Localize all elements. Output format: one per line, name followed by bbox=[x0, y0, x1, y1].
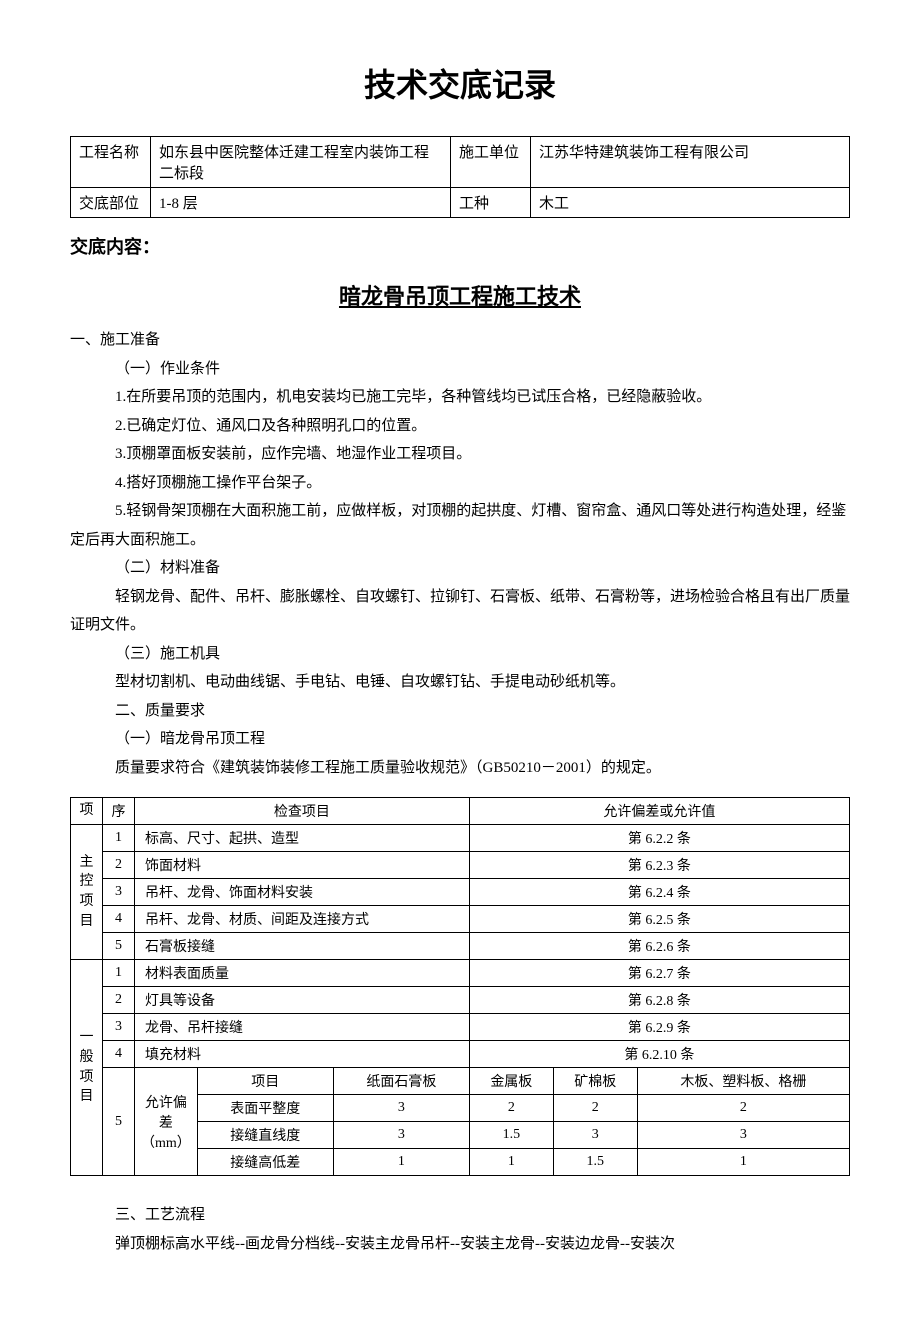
check-cell: 石膏板接缝 bbox=[135, 933, 470, 960]
check-cell: 龙骨、吊杆接缝 bbox=[135, 1014, 470, 1041]
value-work-type: 木工 bbox=[531, 188, 850, 218]
sub-header-c2: 金属板 bbox=[469, 1068, 553, 1095]
table-row: 一般项目 1 材料表面质量 第 6.2.7 条 bbox=[71, 960, 850, 987]
value-cell: 1 bbox=[333, 1149, 469, 1176]
value-project-name: 如东县中医院整体迁建工程室内装饰工程二标段 bbox=[151, 137, 451, 188]
value-cell: 3 bbox=[333, 1122, 469, 1149]
check-cell: 标高、尺寸、起拱、造型 bbox=[135, 825, 470, 852]
allow-cell: 第 6.2.10 条 bbox=[469, 1041, 849, 1068]
allow-cell: 第 6.2.7 条 bbox=[469, 960, 849, 987]
value-cell: 1 bbox=[637, 1149, 849, 1176]
allow-cell: 第 6.2.3 条 bbox=[469, 852, 849, 879]
allow-cell: 第 6.2.9 条 bbox=[469, 1014, 849, 1041]
group-main-control: 主控项目 bbox=[71, 825, 103, 960]
item-cell: 接缝高低差 bbox=[197, 1149, 333, 1176]
value-cell: 1 bbox=[469, 1149, 553, 1176]
table-row: 3 龙骨、吊杆接缝 第 6.2.9 条 bbox=[71, 1014, 850, 1041]
sub-header-c1: 纸面石膏板 bbox=[333, 1068, 469, 1095]
check-cell: 吊杆、龙骨、材质、间距及连接方式 bbox=[135, 906, 470, 933]
seq-cell: 5 bbox=[103, 1068, 135, 1176]
value-cell: 2 bbox=[637, 1095, 849, 1122]
allow-cell: 第 6.2.4 条 bbox=[469, 879, 849, 906]
label-work-type: 工种 bbox=[451, 188, 531, 218]
col-header-xiang: 项 bbox=[71, 798, 103, 825]
allow-deviation-label: 允许偏差（mm） bbox=[135, 1068, 198, 1176]
paragraph: 5.轻钢骨架顶棚在大面积施工前，应做样板，对顶棚的起拱度、灯槽、窗帘盒、通风口等… bbox=[70, 497, 850, 554]
allow-cell: 第 6.2.2 条 bbox=[469, 825, 849, 852]
label-disclosure-part: 交底部位 bbox=[71, 188, 151, 218]
value-construction-unit: 江苏华特建筑装饰工程有限公司 bbox=[531, 137, 850, 188]
body-content-continued: 三、工艺流程 弹顶棚标高水平线--画龙骨分档线--安装主龙骨吊杆--安装主龙骨-… bbox=[70, 1201, 850, 1258]
paragraph: （一）作业条件 bbox=[70, 355, 850, 384]
table-row: 4 吊杆、龙骨、材质、间距及连接方式 第 6.2.5 条 bbox=[71, 906, 850, 933]
value-cell: 2 bbox=[553, 1095, 637, 1122]
label-construction-unit: 施工单位 bbox=[451, 137, 531, 188]
sub-header-c4: 木板、塑料板、格栅 bbox=[637, 1068, 849, 1095]
document-title: 技术交底记录 bbox=[70, 60, 850, 106]
item-cell: 表面平整度 bbox=[197, 1095, 333, 1122]
value-cell: 3 bbox=[553, 1122, 637, 1149]
body-content: 一、施工准备 （一）作业条件 1.在所要吊顶的范围内，机电安装均已施工完毕，各种… bbox=[70, 326, 850, 782]
value-cell: 3 bbox=[333, 1095, 469, 1122]
seq-cell: 3 bbox=[103, 879, 135, 906]
allow-cell: 第 6.2.5 条 bbox=[469, 906, 849, 933]
paragraph: 二、质量要求 bbox=[70, 697, 850, 726]
quality-requirements-table: 项 序 检查项目 允许偏差或允许值 主控项目 1 标高、尺寸、起拱、造型 第 6… bbox=[70, 797, 850, 1176]
paragraph: 一、施工准备 bbox=[70, 326, 850, 355]
check-cell: 材料表面质量 bbox=[135, 960, 470, 987]
seq-cell: 4 bbox=[103, 906, 135, 933]
table-row: 5 允许偏差（mm） 项目 纸面石膏板 金属板 矿棉板 木板、塑料板、格栅 bbox=[71, 1068, 850, 1095]
paragraph: 三、工艺流程 bbox=[70, 1201, 850, 1230]
table-row: 交底部位 1-8 层 工种 木工 bbox=[71, 188, 850, 218]
check-cell: 灯具等设备 bbox=[135, 987, 470, 1014]
seq-cell: 4 bbox=[103, 1041, 135, 1068]
seq-cell: 3 bbox=[103, 1014, 135, 1041]
value-cell: 2 bbox=[469, 1095, 553, 1122]
group-general: 一般项目 bbox=[71, 960, 103, 1176]
seq-cell: 1 bbox=[103, 825, 135, 852]
paragraph: 型材切割机、电动曲线锯、手电钻、电锤、自攻螺钉钻、手提电动砂纸机等。 bbox=[70, 668, 850, 697]
table-row: 4 填充材料 第 6.2.10 条 bbox=[71, 1041, 850, 1068]
paragraph: 2.已确定灯位、通风口及各种照明孔口的位置。 bbox=[70, 412, 850, 441]
check-cell: 饰面材料 bbox=[135, 852, 470, 879]
paragraph: 1.在所要吊顶的范围内，机电安装均已施工完毕，各种管线均已试压合格，已经隐蔽验收… bbox=[70, 383, 850, 412]
table-row: 5 石膏板接缝 第 6.2.6 条 bbox=[71, 933, 850, 960]
paragraph: 轻钢龙骨、配件、吊杆、膨胀螺栓、自攻螺钉、拉铆钉、石膏板、纸带、石膏粉等，进场检… bbox=[70, 583, 850, 640]
value-cell: 3 bbox=[637, 1122, 849, 1149]
sub-header-item: 项目 bbox=[197, 1068, 333, 1095]
seq-cell: 5 bbox=[103, 933, 135, 960]
label-project-name: 工程名称 bbox=[71, 137, 151, 188]
table-row: 工程名称 如东县中医院整体迁建工程室内装饰工程二标段 施工单位 江苏华特建筑装饰… bbox=[71, 137, 850, 188]
table-row: 3 吊杆、龙骨、饰面材料安装 第 6.2.4 条 bbox=[71, 879, 850, 906]
col-header-allow: 允许偏差或允许值 bbox=[469, 798, 849, 825]
value-disclosure-part: 1-8 层 bbox=[151, 188, 451, 218]
allow-cell: 第 6.2.6 条 bbox=[469, 933, 849, 960]
table-header-row: 项 序 检查项目 允许偏差或允许值 bbox=[71, 798, 850, 825]
content-subtitle: 暗龙骨吊顶工程施工技术 bbox=[70, 279, 850, 311]
table-row: 2 灯具等设备 第 6.2.8 条 bbox=[71, 987, 850, 1014]
sub-header-c3: 矿棉板 bbox=[553, 1068, 637, 1095]
col-header-xu: 序 bbox=[103, 798, 135, 825]
paragraph: （一）暗龙骨吊顶工程 bbox=[70, 725, 850, 754]
header-info-table: 工程名称 如东县中医院整体迁建工程室内装饰工程二标段 施工单位 江苏华特建筑装饰… bbox=[70, 136, 850, 218]
paragraph: 3.顶棚罩面板安装前，应作完墙、地湿作业工程项目。 bbox=[70, 440, 850, 469]
paragraph: 4.搭好顶棚施工操作平台架子。 bbox=[70, 469, 850, 498]
value-cell: 1.5 bbox=[469, 1122, 553, 1149]
seq-cell: 2 bbox=[103, 852, 135, 879]
paragraph: （三）施工机具 bbox=[70, 640, 850, 669]
seq-cell: 1 bbox=[103, 960, 135, 987]
table-row: 2 饰面材料 第 6.2.3 条 bbox=[71, 852, 850, 879]
table-row: 主控项目 1 标高、尺寸、起拱、造型 第 6.2.2 条 bbox=[71, 825, 850, 852]
check-cell: 吊杆、龙骨、饰面材料安装 bbox=[135, 879, 470, 906]
paragraph: （二）材料准备 bbox=[70, 554, 850, 583]
paragraph: 弹顶棚标高水平线--画龙骨分档线--安装主龙骨吊杆--安装主龙骨--安装边龙骨-… bbox=[70, 1230, 850, 1259]
paragraph: 质量要求符合《建筑装饰装修工程施工质量验收规范》（GB50210－2001）的规… bbox=[70, 754, 850, 783]
seq-cell: 2 bbox=[103, 987, 135, 1014]
section-title-content: 交底内容： bbox=[70, 233, 850, 259]
value-cell: 1.5 bbox=[553, 1149, 637, 1176]
allow-cell: 第 6.2.8 条 bbox=[469, 987, 849, 1014]
col-header-check: 检查项目 bbox=[135, 798, 470, 825]
check-cell: 填充材料 bbox=[135, 1041, 470, 1068]
item-cell: 接缝直线度 bbox=[197, 1122, 333, 1149]
